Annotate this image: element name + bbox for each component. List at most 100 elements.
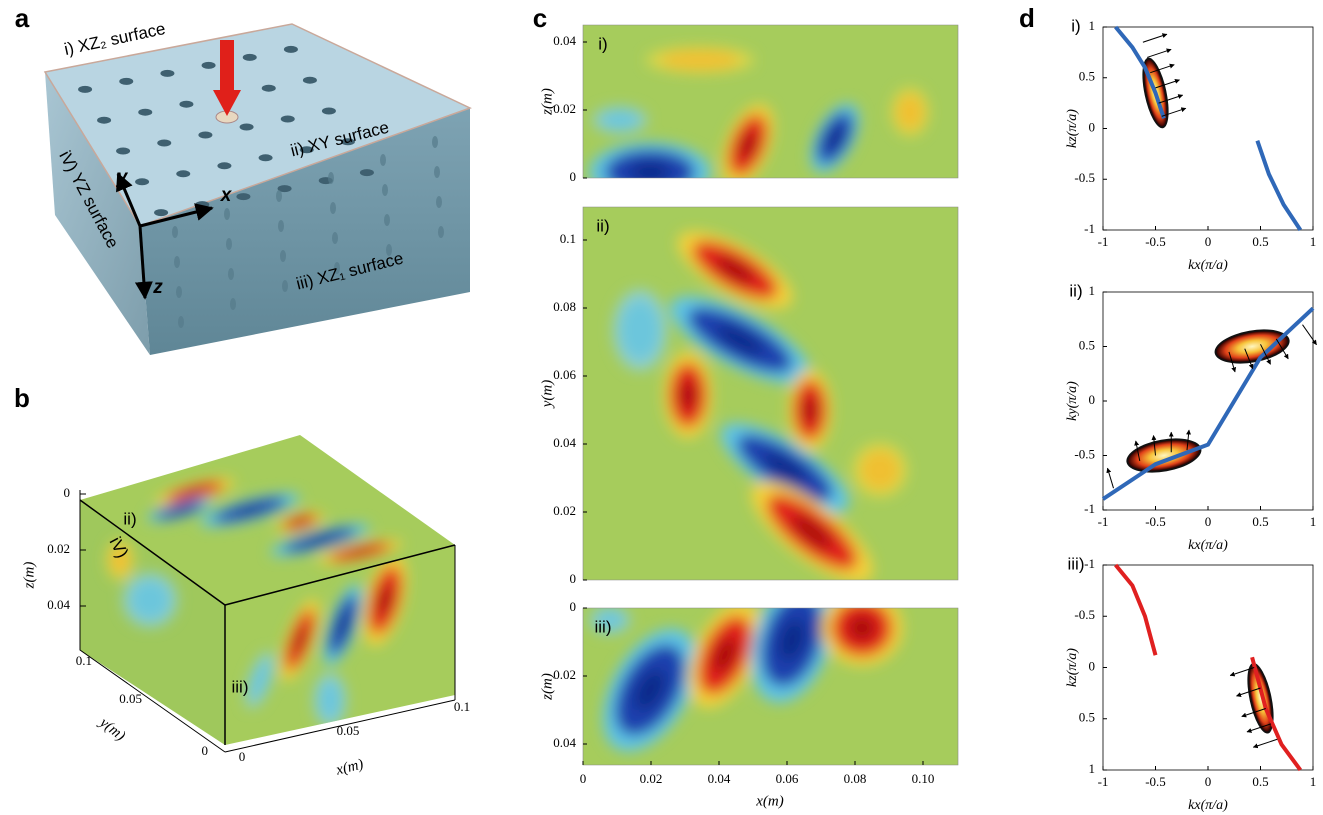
hole [176, 170, 190, 177]
x-tick-label: -1 [1098, 514, 1109, 529]
y-tick-label: -1 [1084, 501, 1095, 516]
hole [243, 54, 257, 61]
x-tick-label: -0.5 [1145, 774, 1166, 789]
hole [330, 202, 336, 214]
y-tick-label: 0 [570, 599, 577, 614]
hole [135, 178, 149, 185]
axis-letter: z [152, 277, 163, 298]
x-tick-label: 0.5 [1252, 514, 1268, 529]
hole [176, 286, 182, 298]
x-tick-label: 0 [1205, 514, 1212, 529]
hole [179, 101, 193, 108]
y-tick-label: -1 [1084, 221, 1095, 236]
hole [282, 280, 288, 292]
y-tick-label: 0.04 [553, 435, 576, 450]
x-tick-label: 0.06 [776, 771, 799, 786]
y-tick-label: 0 [1089, 658, 1096, 673]
heat-peak [849, 615, 876, 640]
y-tick-label: 1 [1089, 761, 1096, 776]
y-tick-label: -0.5 [1074, 446, 1095, 461]
x-tick-label: 0.5 [1252, 774, 1268, 789]
subplot-label: ii) [1069, 281, 1082, 300]
face-label: ii) [123, 509, 136, 528]
heat-core [660, 50, 740, 70]
y-tick-label: 1 [1089, 18, 1096, 33]
hole [276, 190, 282, 202]
hole [174, 256, 180, 268]
figure: axyzi) XZ₂ surfaceii) XY surfaceiii) XZ₁… [0, 0, 1323, 815]
x-tick-label: 0 [1205, 774, 1212, 789]
subplot-label: iii) [1068, 554, 1085, 573]
heat-core [896, 94, 924, 130]
y-tick-label: 0.1 [560, 231, 576, 246]
x-tick-label: 0 [1205, 234, 1212, 249]
x-axis-title: kx(π/a) [1188, 258, 1228, 273]
y-axis-title: ky(π/a) [1065, 381, 1080, 421]
hole [384, 214, 390, 226]
hole [328, 172, 334, 184]
hole [230, 298, 236, 310]
panel-label: b [14, 383, 30, 413]
axis-letter: y [116, 167, 129, 188]
y-tick-label: -0.5 [1074, 607, 1095, 622]
y-tick-label: 0.5 [1079, 337, 1095, 352]
y-tick-label: 0.05 [119, 691, 142, 706]
hole [281, 116, 295, 123]
x-axis-title: kx(π/a) [1188, 538, 1228, 553]
x-tick-label: -0.5 [1145, 234, 1166, 249]
y-tick-label: 0.02 [553, 503, 576, 518]
hole [280, 250, 286, 262]
z-axis-title: z(m) [21, 562, 37, 590]
x-tick-label: 1 [1310, 514, 1317, 529]
hole [303, 77, 317, 84]
hole [360, 169, 374, 176]
hole [278, 220, 284, 232]
hole [228, 268, 234, 280]
y-tick-label: 0.08 [553, 299, 576, 314]
z-tick-label: 0.04 [47, 597, 70, 612]
heat-core [600, 110, 640, 130]
x-tick-label: 0.08 [844, 771, 867, 786]
y-tick-label: 0.5 [1079, 710, 1095, 725]
x-tick-label: 1 [1310, 234, 1317, 249]
hole [78, 86, 92, 93]
y-tick-label: 0.04 [553, 735, 576, 750]
hole [116, 148, 130, 155]
y-tick-label: 0.02 [553, 101, 576, 116]
hole [97, 117, 111, 124]
hole [259, 154, 273, 161]
y-tick-label: 0.5 [1079, 69, 1095, 84]
x-tick-label: 1 [1310, 774, 1317, 789]
x-tick-label: -1 [1098, 234, 1109, 249]
x-tick-label: 0.10 [912, 771, 935, 786]
y-tick-label: 0 [570, 169, 577, 184]
hole [224, 208, 230, 220]
hole [382, 184, 388, 196]
x-tick-label: -0.5 [1145, 514, 1166, 529]
heat-peak [630, 162, 671, 182]
x-tick-label: 0.5 [1252, 234, 1268, 249]
subplot-label: ii) [596, 216, 609, 235]
page: Figure {"panel_a": {"label": "a", "surfa… [0, 0, 1323, 815]
heat-core [860, 450, 900, 490]
heat-peak [803, 397, 817, 424]
y-tick-label: 1 [1089, 283, 1096, 298]
y-tick-label: -0.5 [1074, 170, 1095, 185]
hole [138, 109, 152, 116]
hole [436, 196, 442, 208]
hole [178, 316, 184, 328]
x-tick-label: 0.04 [708, 771, 731, 786]
x-tick-label: 0 [239, 749, 246, 764]
hole [432, 136, 438, 148]
axis-letter: x [220, 185, 233, 206]
y-axis-title: kz(π/a) [1065, 648, 1080, 687]
heat-core [130, 580, 170, 620]
hole [240, 124, 254, 131]
subplot-label: i) [598, 34, 607, 53]
heat-core [318, 680, 342, 720]
hole [284, 46, 298, 53]
hole [119, 78, 133, 85]
hole [332, 232, 338, 244]
hole [157, 140, 171, 147]
y-tick-label: 0.06 [553, 367, 576, 382]
